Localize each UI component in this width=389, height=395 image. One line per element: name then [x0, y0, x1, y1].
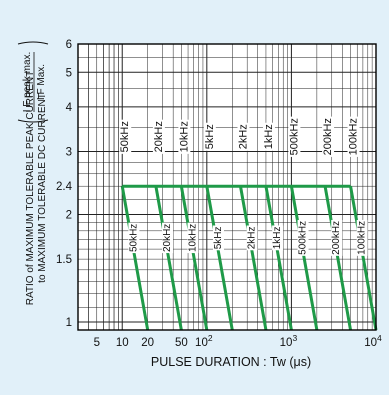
lower-label-200kHz: 200kHz: [331, 221, 342, 255]
lower-label-bg: [128, 222, 140, 254]
y-axis-fraction: I F peak max. I F Max.: [17, 41, 49, 123]
y-tick-label: 4: [66, 102, 73, 114]
y-axis-title: RATIO of MAXIMUM TOLERABLE PEAK CURRENT …: [25, 71, 48, 306]
series-line-500kHz: [289, 185, 319, 331]
y-axis-title-line1: RATIO of MAXIMUM TOLERABLE PEAK CURRENT: [25, 71, 36, 306]
x-tick-exponent: 2: [208, 333, 213, 343]
lower-label-5kHz: 5kHz: [213, 226, 224, 249]
upper-label-bg: [322, 116, 335, 157]
y-tick-labels: 1 1.5 2 2.4 3 4 5 6: [56, 39, 73, 329]
upper-label-200kHz: 200kHz: [322, 118, 334, 155]
series-line-2kHz: [239, 185, 268, 331]
lower-label-100kHz: 100kHz: [357, 221, 368, 255]
upper-label-20kHz: 20kHz: [153, 121, 165, 152]
fraction-numerator: I F peak max.: [22, 52, 33, 113]
fraction-paren-right: [17, 41, 49, 45]
y-tick-label: 6: [66, 39, 72, 51]
lower-label-bg: [356, 219, 368, 256]
series-line-200kHz: [323, 185, 353, 331]
series-line-100kHz: [349, 185, 378, 331]
upper-label-bg: [178, 119, 191, 154]
lower-label-bg: [297, 219, 309, 256]
y-tick-label: 2: [66, 209, 72, 221]
lower-label-bg: [246, 225, 258, 251]
upper-label-100kHz: 100kHz: [348, 118, 360, 155]
x-tick-exponent: 4: [377, 333, 382, 343]
upper-label-5kHz: 5kHz: [204, 124, 216, 149]
lower-label-bg: [331, 219, 343, 256]
x-tick-label: 5: [94, 337, 100, 349]
lower-label-bg: [162, 222, 174, 254]
lower-label-bg: [212, 225, 224, 251]
upper-label-500kHz: 500kHz: [288, 118, 300, 155]
lower-label-2kHz: 2kHz: [247, 226, 258, 249]
y-tick-label: 5: [66, 67, 72, 79]
drop-lines: [120, 185, 378, 331]
x-tick-labels: 5 10 20 50 102 103 104: [94, 333, 382, 349]
upper-label-1kHz: 1kHz: [263, 124, 275, 149]
upper-label-bg: [288, 116, 301, 157]
upper-label-bg: [237, 122, 250, 151]
upper-label-bg: [119, 119, 132, 154]
upper-label-10kHz: 10kHz: [178, 121, 190, 152]
fraction-denominator: I F Max.: [36, 64, 47, 100]
upper-label-2kHz: 2kHz: [237, 124, 249, 149]
lower-frequency-labels: 50kHz 20kHz 10kHz 5kHz 2kHz 1kHz 500kHz 200kHz 1…: [128, 219, 368, 256]
lower-label-10kHz: 10kHz: [188, 224, 199, 252]
series-line-5kHz: [205, 185, 234, 331]
upper-label-bg: [152, 119, 165, 154]
fraction-paren-left: [17, 119, 49, 123]
y-axis-title-line2: to MAXIMUM TOLERABLE DC CURRENT: [37, 93, 48, 283]
upper-frequency-labels: 50kHz 20kHz 10kHz 5kHz 2kHz 1kHz 500kHz 200kHz 1…: [119, 116, 360, 157]
x-tick-exponent: 3: [292, 333, 297, 343]
x-axis-title: PULSE DURATION : Tw (μs): [151, 355, 311, 369]
series-line-20kHz: [154, 185, 183, 331]
lower-label-500kHz: 500kHz: [298, 221, 309, 255]
x-tick-label: 50: [175, 337, 188, 349]
lower-label-1kHz: 1kHz: [272, 226, 283, 249]
upper-label-bg: [347, 116, 360, 157]
lower-label-bg: [272, 225, 284, 251]
x-tick-label: 104: [364, 333, 382, 349]
series-line-1kHz: [264, 185, 293, 331]
upper-label-50kHz: 50kHz: [119, 121, 131, 152]
y-tick-label: 3: [66, 147, 72, 159]
y-tick-label: 1.5: [56, 254, 72, 266]
series-line-10kHz: [179, 185, 209, 331]
upper-label-bg: [203, 122, 216, 151]
series-line-50kHz: [120, 185, 150, 331]
y-tick-label: 2.4: [56, 181, 73, 193]
x-tick-label: 102: [195, 333, 213, 349]
upper-label-bg: [262, 122, 275, 151]
y-tick-label: 1: [66, 317, 72, 329]
plot-frame: [77, 43, 377, 331]
x-tick-label: 20: [141, 337, 154, 349]
x-tick-label: 103: [280, 333, 298, 349]
lower-label-50kHz: 50kHz: [128, 224, 139, 252]
lower-label-bg: [187, 222, 199, 254]
x-tick-label: 10: [116, 337, 129, 349]
lower-label-20kHz: 20kHz: [162, 224, 173, 252]
